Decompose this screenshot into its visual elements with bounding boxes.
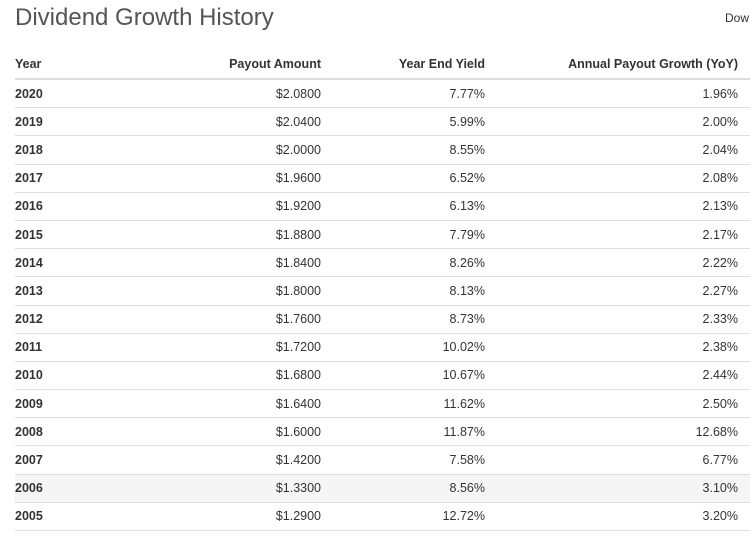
- year-cell: 2013: [15, 276, 125, 306]
- payout-amount-cell: $1.6800: [125, 361, 333, 391]
- annual-payout-growth-cell: 2.27%: [497, 276, 750, 306]
- year-end-yield-cell: 11.62%: [333, 389, 497, 419]
- annual-payout-growth-cell: 12.68%: [497, 417, 750, 447]
- year-cell: 2011: [15, 333, 125, 362]
- payout-amount-cell: $1.7200: [125, 333, 333, 362]
- year-end-yield-cell: 12.72%: [333, 502, 497, 532]
- table-row: 2012 $1.7600 8.73% 2.33%: [15, 305, 750, 334]
- annual-payout-growth-cell: 2.50%: [497, 389, 750, 419]
- year-end-yield-cell: 11.87%: [333, 417, 497, 447]
- year-end-yield-cell: 5.99%: [333, 107, 497, 137]
- year-cell: 2014: [15, 248, 125, 278]
- table-row: 2017 $1.9600 6.52% 2.08%: [15, 164, 750, 193]
- annual-payout-growth-cell: 3.20%: [497, 502, 750, 532]
- table-row: 2008 $1.6000 11.87% 12.68%: [15, 417, 750, 447]
- year-cell: 2007: [15, 445, 125, 475]
- year-end-yield-cell: 10.67%: [333, 361, 497, 391]
- year-end-yield-cell: 6.13%: [333, 192, 497, 221]
- payout-amount-cell: $1.7600: [125, 305, 333, 334]
- column-header-year-end-yield[interactable]: Year End Yield: [333, 50, 497, 80]
- year-cell: 2015: [15, 220, 125, 250]
- year-end-yield-cell: 8.73%: [333, 305, 497, 334]
- payout-amount-cell: $1.6400: [125, 389, 333, 419]
- payout-amount-cell: $2.0800: [125, 79, 333, 109]
- table-row: 2019 $2.0400 5.99% 2.00%: [15, 107, 750, 137]
- year-cell: 2008: [15, 417, 125, 447]
- payout-amount-cell: $1.8000: [125, 276, 333, 306]
- payout-amount-cell: $1.8800: [125, 220, 333, 250]
- year-cell: 2005: [15, 502, 125, 532]
- download-link[interactable]: Dow: [725, 11, 750, 25]
- payout-amount-cell: $1.3300: [125, 474, 333, 503]
- payout-amount-cell: $1.2900: [125, 502, 333, 532]
- table-row: 2011 $1.7200 10.02% 2.38%: [15, 333, 750, 362]
- year-cell: 2012: [15, 305, 125, 334]
- year-cell: 2018: [15, 135, 125, 165]
- year-cell: 2016: [15, 192, 125, 221]
- table-header-row: Year Payout Amount Year End Yield Annual…: [15, 50, 750, 80]
- year-end-yield-cell: 8.13%: [333, 276, 497, 306]
- table-row: 2013 $1.8000 8.13% 2.27%: [15, 276, 750, 306]
- payout-amount-cell: $2.0400: [125, 107, 333, 137]
- payout-amount-cell: $1.8400: [125, 248, 333, 278]
- year-cell: 2006: [15, 474, 125, 503]
- table-row: 2014 $1.8400 8.26% 2.22%: [15, 248, 750, 278]
- payout-amount-cell: $1.4200: [125, 445, 333, 475]
- annual-payout-growth-cell: 2.22%: [497, 248, 750, 278]
- column-header-payout-amount[interactable]: Payout Amount: [125, 50, 333, 80]
- dividend-history-table: Year Payout Amount Year End Yield Annual…: [15, 50, 750, 532]
- annual-payout-growth-cell: 6.77%: [497, 445, 750, 475]
- table-row: 2015 $1.8800 7.79% 2.17%: [15, 220, 750, 250]
- annual-payout-growth-cell: 2.17%: [497, 220, 750, 250]
- table-row: 2006 $1.3300 8.56% 3.10%: [15, 474, 750, 503]
- year-end-yield-cell: 7.58%: [333, 445, 497, 475]
- column-header-annual-payout-growth[interactable]: Annual Payout Growth (YoY): [497, 50, 750, 80]
- annual-payout-growth-cell: 2.44%: [497, 361, 750, 391]
- payout-amount-cell: $1.6000: [125, 417, 333, 447]
- payout-amount-cell: $2.0000: [125, 135, 333, 165]
- payout-amount-cell: $1.9600: [125, 164, 333, 193]
- year-cell: 2009: [15, 389, 125, 419]
- year-end-yield-cell: 8.56%: [333, 474, 497, 503]
- year-cell: 2010: [15, 361, 125, 391]
- annual-payout-growth-cell: 2.08%: [497, 164, 750, 193]
- table-row: 2018 $2.0000 8.55% 2.04%: [15, 135, 750, 165]
- annual-payout-growth-cell: 2.00%: [497, 107, 750, 137]
- annual-payout-growth-cell: 2.13%: [497, 192, 750, 221]
- year-end-yield-cell: 6.52%: [333, 164, 497, 193]
- annual-payout-growth-cell: 2.04%: [497, 135, 750, 165]
- annual-payout-growth-cell: 1.96%: [497, 79, 750, 109]
- table-row: 2016 $1.9200 6.13% 2.13%: [15, 192, 750, 221]
- year-cell: 2020: [15, 79, 125, 109]
- year-end-yield-cell: 7.79%: [333, 220, 497, 250]
- page-title: Dividend Growth History: [15, 4, 274, 31]
- year-end-yield-cell: 10.02%: [333, 333, 497, 362]
- column-header-year[interactable]: Year: [15, 50, 125, 80]
- annual-payout-growth-cell: 2.38%: [497, 333, 750, 362]
- year-end-yield-cell: 7.77%: [333, 79, 497, 109]
- table-row: 2009 $1.6400 11.62% 2.50%: [15, 389, 750, 419]
- year-end-yield-cell: 8.26%: [333, 248, 497, 278]
- table-row: 2020 $2.0800 7.77% 1.96%: [15, 79, 750, 109]
- table-row: 2007 $1.4200 7.58% 6.77%: [15, 445, 750, 475]
- year-end-yield-cell: 8.55%: [333, 135, 497, 165]
- table-row: 2005 $1.2900 12.72% 3.20%: [15, 502, 750, 532]
- year-cell: 2017: [15, 164, 125, 193]
- year-cell: 2019: [15, 107, 125, 137]
- annual-payout-growth-cell: 2.33%: [497, 305, 750, 334]
- annual-payout-growth-cell: 3.10%: [497, 474, 750, 503]
- table-row: 2010 $1.6800 10.67% 2.44%: [15, 361, 750, 391]
- payout-amount-cell: $1.9200: [125, 192, 333, 221]
